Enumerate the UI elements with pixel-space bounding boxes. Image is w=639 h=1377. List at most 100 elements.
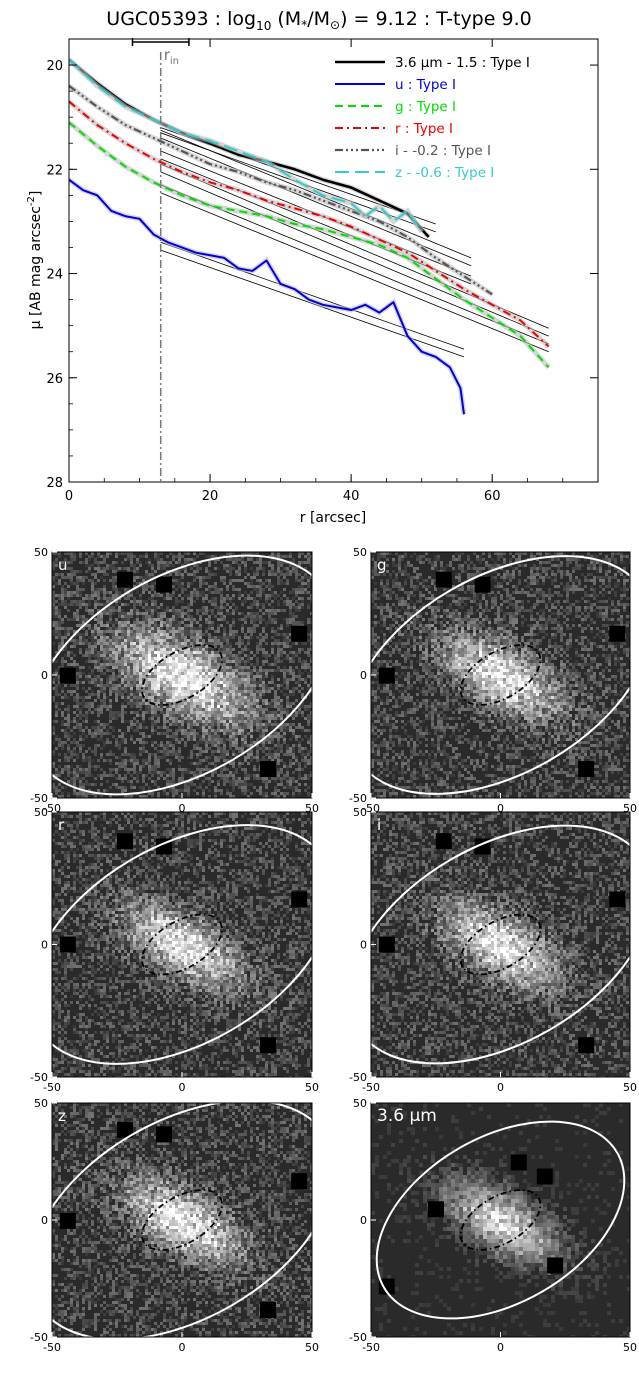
image-panel: i -50-50 0 0 50 50 <box>349 806 637 1094</box>
inner-ellipse <box>459 913 542 976</box>
outer-ellipse <box>375 1120 626 1320</box>
series-error-band <box>69 83 494 297</box>
image-panel: r -50-50 0 0 50 50 <box>30 806 319 1094</box>
series-line <box>69 100 550 348</box>
inner-ellipse <box>459 1189 542 1251</box>
mask-patch <box>609 891 626 908</box>
band-label: g <box>377 556 387 574</box>
panel-x-tick-label: 50 <box>623 1341 637 1354</box>
panel-y-tick-label: 0 <box>41 939 48 952</box>
x-tick-label: 20 <box>202 489 219 504</box>
panel-x-tick-label: 50 <box>305 1081 319 1094</box>
legend-label: r : Type I <box>395 121 453 137</box>
panel-y-tick-label: 0 <box>360 939 367 952</box>
fit-line <box>160 184 549 345</box>
inner-ellipse <box>141 1189 223 1251</box>
legend-label: u : Type I <box>395 77 456 93</box>
panel-y-tick-label: -50 <box>30 1071 48 1084</box>
series-error-band <box>69 120 551 370</box>
panel-y-tick-label: 50 <box>34 546 48 559</box>
panel-y-tick-label: -50 <box>349 1331 367 1344</box>
legend-label: z - -0.6 : Type I <box>395 165 494 181</box>
legend-label: i - -0.2 : Type I <box>395 143 491 159</box>
y-tick-label: 28 <box>46 476 63 491</box>
x-tick-label: 0 <box>65 489 73 504</box>
mask-patch <box>291 625 308 642</box>
mask-patch <box>59 667 76 684</box>
band-label: r <box>58 816 65 834</box>
mask-patch <box>578 1037 595 1054</box>
band-label: 3.6 μm <box>377 1106 437 1126</box>
panel-x-tick-label: 0 <box>179 1081 186 1094</box>
mask-patch <box>578 761 595 778</box>
mask-patch <box>59 936 76 953</box>
profile-plot: rin 0 20 40 60 20 22 24 26 28 3.6 μm - 1.5 : Typ… <box>26 38 599 526</box>
mask-patch <box>117 1121 133 1138</box>
x-axis-label: r [arcsec] <box>300 510 366 526</box>
y-tick-label: 26 <box>46 372 63 387</box>
plot-frame <box>68 38 599 483</box>
panel-x-tick-label: -50 <box>362 1341 380 1354</box>
band-label: i <box>377 816 381 834</box>
series-line <box>69 59 423 233</box>
inner-ellipse <box>459 644 542 706</box>
image-panel: 3.6 μm -50-50 0 0 50 50 <box>349 1097 637 1354</box>
x-tick-label: 40 <box>343 489 360 504</box>
mask-patch <box>510 1154 527 1171</box>
outer-ellipse <box>52 554 312 796</box>
panel-x-tick-label: -50 <box>362 1081 380 1094</box>
image-panel: z -50-50 0 0 50 50 <box>30 1097 319 1354</box>
mask-patch <box>378 667 395 684</box>
mask-patch <box>536 1168 553 1185</box>
fit-line <box>160 171 549 337</box>
x-tick-label: 60 <box>484 489 501 504</box>
y-tick-label: 24 <box>46 268 63 283</box>
mask-patch <box>609 625 626 642</box>
outer-ellipse <box>52 1103 312 1337</box>
fit-line <box>160 192 549 353</box>
panel-x-tick-label: 0 <box>179 1341 186 1354</box>
y-tick-label: 20 <box>46 59 63 74</box>
panel-y-tick-label: 0 <box>41 669 48 682</box>
mask-patch <box>156 576 172 593</box>
mask-patch <box>59 1212 76 1229</box>
mask-patch <box>117 833 133 850</box>
panel-y-tick-label: 50 <box>353 546 367 559</box>
panel-x-tick-label: -50 <box>43 1081 61 1094</box>
band-label: u <box>58 556 68 574</box>
panel-x-tick-label: -50 <box>43 1341 61 1354</box>
panel-x-tick-label: 0 <box>497 1341 504 1354</box>
mask-patch <box>427 1201 444 1218</box>
panel-y-tick-label: -50 <box>349 792 367 805</box>
panel-y-tick-label: -50 <box>30 792 48 805</box>
panel-y-tick-label: 0 <box>360 1214 367 1227</box>
series-line <box>69 178 465 415</box>
panel-y-tick-label: 0 <box>41 1214 48 1227</box>
panel-x-tick-label: 50 <box>623 1081 637 1094</box>
mask-patch <box>547 1257 564 1274</box>
panel-y-tick-label: -50 <box>349 1071 367 1084</box>
mask-patch <box>378 936 395 953</box>
y-tick-label: 22 <box>46 163 63 178</box>
series-line <box>69 121 550 369</box>
inner-ellipse <box>141 644 223 706</box>
outer-ellipse <box>371 555 630 795</box>
mask-patch <box>260 761 276 778</box>
mask-patch <box>291 891 308 908</box>
rin-label: rin <box>164 46 179 67</box>
image-panels: u-50-50005050g-50-50005050r-50-50005050i… <box>30 546 637 1354</box>
legend: 3.6 μm - 1.5 : Type I u : Type I g : Type … <box>335 55 530 181</box>
mask-patch <box>260 1037 276 1054</box>
mask-patch <box>435 833 452 850</box>
y-axis-label: μ [AB mag arcsec-2] <box>26 191 44 330</box>
mask-patch <box>117 571 133 588</box>
mask-patch <box>378 1278 395 1295</box>
outer-ellipse <box>52 824 312 1065</box>
mask-patch <box>474 576 491 593</box>
panel-y-tick-label: 50 <box>34 1097 48 1110</box>
profile-axes: 0 20 40 60 20 22 24 26 28 <box>46 38 599 504</box>
panel-x-tick-label: 0 <box>179 802 186 815</box>
